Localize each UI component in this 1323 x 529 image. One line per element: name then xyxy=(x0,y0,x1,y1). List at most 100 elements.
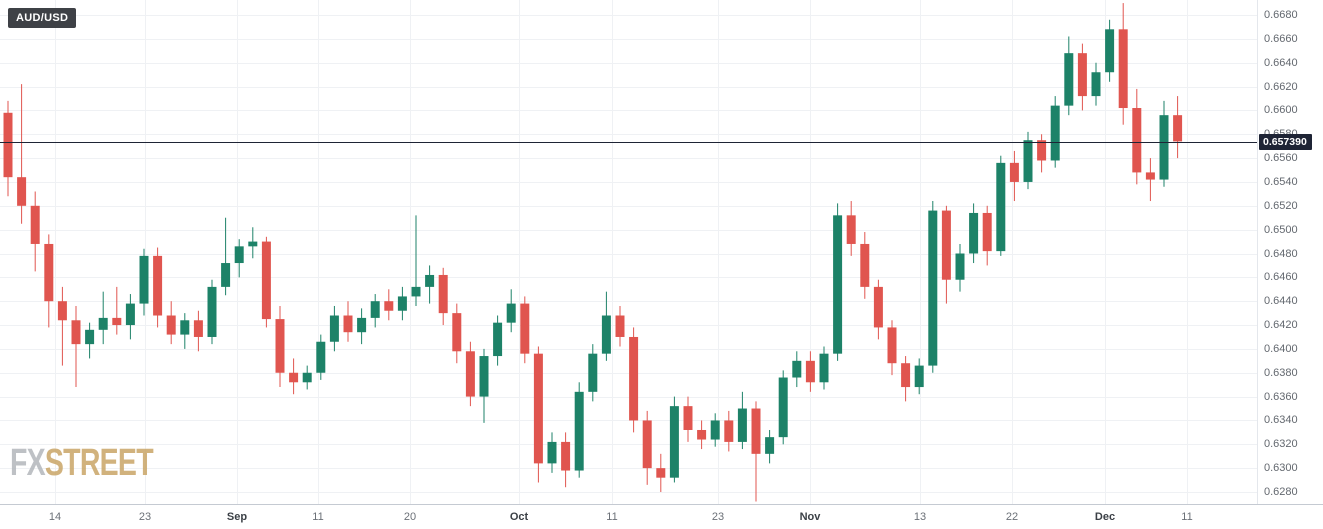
candle xyxy=(969,203,979,264)
candle xyxy=(438,267,448,326)
candle xyxy=(588,344,598,402)
y-axis-label: 0.6540 xyxy=(1264,175,1298,188)
x-axis-label: 11 xyxy=(1181,511,1193,523)
x-axis-label: 23 xyxy=(711,511,725,523)
candle xyxy=(357,308,367,345)
candle xyxy=(1091,62,1101,106)
candle xyxy=(683,396,693,442)
candle xyxy=(996,155,1006,256)
candle xyxy=(955,243,965,292)
time-scale[interactable]: 14 23 Sep 11 20 Oct 11 23 Nov 13 22 Dec 11 xyxy=(0,504,1323,529)
candle xyxy=(629,327,639,433)
candle xyxy=(656,453,666,492)
candle xyxy=(193,310,203,352)
candle xyxy=(1105,19,1115,82)
x-axis-label: 11 xyxy=(312,511,324,523)
candle xyxy=(928,201,938,373)
candle xyxy=(316,334,326,380)
candle xyxy=(561,432,571,488)
candle xyxy=(914,358,924,395)
y-axis-label: 0.6320 xyxy=(1264,438,1298,451)
candle xyxy=(765,429,775,464)
y-axis-label: 0.6620 xyxy=(1264,80,1298,93)
candle xyxy=(873,279,883,340)
candle xyxy=(71,305,81,388)
candle xyxy=(289,358,299,395)
price-scale[interactable]: 0.657390 0.6680 0.6660 0.6640 0.6620 0.6600 0… xyxy=(1257,0,1323,504)
candle xyxy=(1050,96,1060,168)
x-axis-label: 14 xyxy=(48,511,62,523)
price-badge: 0.657390 xyxy=(1259,133,1312,150)
candle xyxy=(860,232,870,299)
candle xyxy=(207,279,217,345)
candle xyxy=(819,346,829,390)
x-axis-label: Dec xyxy=(1094,511,1116,523)
chart-canvas[interactable] xyxy=(0,0,1257,504)
candle xyxy=(846,201,856,256)
candle xyxy=(452,303,462,364)
candle xyxy=(153,247,163,328)
candle xyxy=(1132,88,1142,185)
pair-badge: AUD/USD xyxy=(8,8,77,28)
y-axis-label: 0.6560 xyxy=(1264,152,1298,165)
candle xyxy=(778,370,788,445)
x-axis-label: Nov xyxy=(799,511,821,523)
x-axis-label: 20 xyxy=(403,511,417,523)
candle xyxy=(901,356,911,402)
candle xyxy=(465,341,475,407)
candle xyxy=(642,410,652,485)
y-axis-label: 0.6340 xyxy=(1264,414,1298,427)
candle xyxy=(506,289,516,333)
y-axis-label: 0.6640 xyxy=(1264,56,1298,69)
candle xyxy=(221,217,231,296)
candle xyxy=(329,305,339,352)
y-axis-label: 0.6600 xyxy=(1264,104,1298,117)
candle xyxy=(180,313,190,349)
fxstreet-logo: FXSTREET xyxy=(10,442,154,484)
y-axis-label: 0.6380 xyxy=(1264,366,1298,379)
candle xyxy=(261,236,271,328)
logo-fx: FX xyxy=(10,442,46,484)
y-axis-label: 0.6680 xyxy=(1264,9,1298,21)
candle xyxy=(30,191,40,272)
candle xyxy=(792,351,802,388)
candle xyxy=(669,396,679,483)
candle xyxy=(887,320,897,376)
candle xyxy=(411,215,421,306)
candle xyxy=(302,365,312,390)
y-axis-label: 0.6480 xyxy=(1264,247,1298,260)
y-axis-label: 0.6440 xyxy=(1264,295,1298,308)
candle xyxy=(805,351,815,392)
x-axis-label: 23 xyxy=(138,511,152,523)
candle xyxy=(85,322,95,359)
candle xyxy=(751,401,761,502)
candle xyxy=(710,413,720,447)
x-axis-label: 22 xyxy=(1005,511,1019,523)
candle xyxy=(1009,150,1019,202)
y-axis-label: 0.6360 xyxy=(1264,390,1298,403)
candle xyxy=(166,301,176,345)
y-axis-label: 0.6420 xyxy=(1264,319,1298,332)
candle xyxy=(1145,158,1155,202)
candle xyxy=(98,291,108,345)
candle xyxy=(982,205,992,266)
candle xyxy=(833,203,843,361)
candle xyxy=(384,289,394,321)
candle xyxy=(1118,3,1128,125)
candle xyxy=(125,294,135,340)
candle xyxy=(479,348,489,423)
pair-label: AUD/USD xyxy=(16,12,69,24)
y-axis-label: 0.6400 xyxy=(1264,342,1298,355)
candle xyxy=(275,305,285,388)
candle xyxy=(17,84,27,224)
candle xyxy=(370,294,380,328)
candle xyxy=(574,382,584,478)
candle xyxy=(44,234,54,328)
y-axis-label: 0.6300 xyxy=(1264,462,1298,475)
candle xyxy=(112,286,122,335)
candle xyxy=(520,296,530,364)
candle xyxy=(1173,96,1183,159)
y-axis-label: 0.6280 xyxy=(1264,486,1298,498)
candle xyxy=(493,315,503,366)
y-axis-label: 0.6460 xyxy=(1264,271,1298,284)
